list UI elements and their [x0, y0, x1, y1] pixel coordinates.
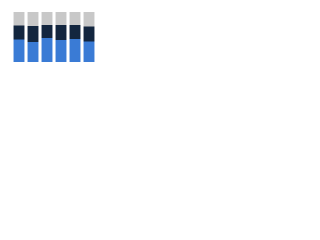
- bar-segment: [27, 12, 39, 26]
- bar-segment: [13, 39, 25, 62]
- bar-segment: [83, 41, 95, 62]
- bar-segment: [83, 26, 95, 42]
- bar-segment: [27, 26, 39, 42]
- bar-segment: [41, 12, 53, 25]
- bar-segment: [55, 25, 67, 40]
- bar-segment: [55, 40, 67, 62]
- chart: [0, 0, 100, 71]
- bar-segment: [41, 38, 53, 62]
- bar-segment: [55, 12, 67, 25]
- bar-segment: [69, 12, 81, 25]
- bar-segment: [13, 25, 25, 40]
- bar-segment: [69, 25, 81, 39]
- bar-segment: [41, 25, 53, 38]
- bar-segment: [27, 42, 39, 62]
- bar-segment: [69, 39, 81, 62]
- bar-segment: [13, 12, 25, 26]
- bar-segment: [83, 12, 95, 27]
